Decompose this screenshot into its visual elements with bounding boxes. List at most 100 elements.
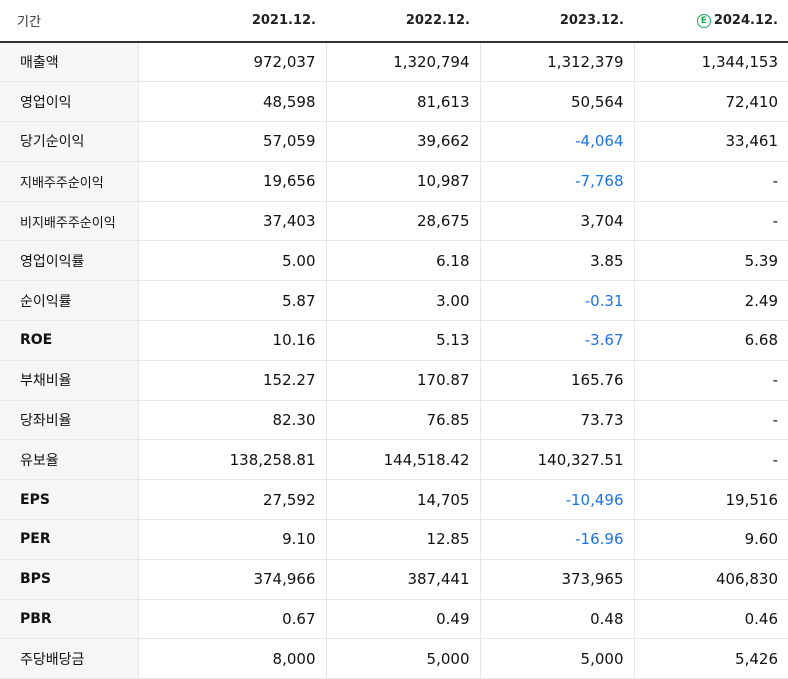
table-cell: 81,613 xyxy=(325,81,480,123)
table-cell: 3.00 xyxy=(325,280,480,322)
table-cell: 138,258.81 xyxy=(137,439,326,481)
table-cell: 12.85 xyxy=(325,519,480,560)
header-row: 기간 2021.12. 2022.12. 2023.12. E 2024.12. xyxy=(0,0,788,43)
table-cell: 72,410 xyxy=(633,81,788,123)
table-cell: 144,518.42 xyxy=(325,439,480,481)
table-cell: 19,516 xyxy=(633,479,788,521)
table-cell: 27,592 xyxy=(137,479,326,521)
table-cell: 387,441 xyxy=(325,559,480,600)
table-cell: 6.18 xyxy=(325,240,480,282)
table-cell: 9.60 xyxy=(633,519,788,560)
row-label: 주당배당금 xyxy=(0,638,138,679)
table-cell: - xyxy=(633,161,788,202)
table-row: PER 9.10 12.85 -16.96 9.60 xyxy=(0,519,788,560)
row-label: EPS xyxy=(0,479,138,521)
table-cell: 972,037 xyxy=(137,42,326,83)
table-cell: 50,564 xyxy=(479,81,634,123)
row-label: 부채비율 xyxy=(0,359,138,401)
table-cell: 5.87 xyxy=(137,280,326,322)
row-label: 유보율 xyxy=(0,439,138,481)
table-cell: 57,059 xyxy=(137,121,326,162)
table-cell: 73.73 xyxy=(479,400,634,441)
table-row: 순이익률 5.87 3.00 -0.31 2.49 xyxy=(0,280,788,322)
table-cell: 170.87 xyxy=(325,359,480,401)
row-label: 당기순이익 xyxy=(0,121,138,162)
table-cell: 140,327.51 xyxy=(479,439,634,481)
table-row: EPS 27,592 14,705 -10,496 19,516 xyxy=(0,479,788,521)
table-cell: - xyxy=(633,439,788,481)
table-cell: -10,496 xyxy=(479,479,634,521)
table-cell: 28,675 xyxy=(325,201,480,242)
row-label: 당좌비율 xyxy=(0,400,138,441)
table-cell: 76.85 xyxy=(325,400,480,441)
row-label: 순이익률 xyxy=(0,280,138,322)
column-header-2023: 2023.12. xyxy=(480,0,634,43)
row-label: PER xyxy=(0,519,138,560)
row-label: ROE xyxy=(0,320,138,361)
table-cell: 406,830 xyxy=(633,559,788,600)
table-cell: 6.68 xyxy=(633,320,788,361)
table-cell: 165.76 xyxy=(479,359,634,401)
table-cell: 3.85 xyxy=(479,240,634,282)
table-cell: 5,000 xyxy=(479,638,634,679)
table-cell: 39,662 xyxy=(325,121,480,162)
table-cell: 2.49 xyxy=(633,280,788,322)
table-cell: 1,344,153 xyxy=(633,42,788,83)
table-cell: 10,987 xyxy=(325,161,480,202)
table-cell: 5,000 xyxy=(325,638,480,679)
table-cell: 5,426 xyxy=(633,638,788,679)
table-cell: 8,000 xyxy=(137,638,326,679)
table-row: 지배주주순이익 19,656 10,987 -7,768 - xyxy=(0,161,788,202)
column-header-2021: 2021.12. xyxy=(138,0,326,43)
table-cell: -16.96 xyxy=(479,519,634,560)
table-cell: 0.48 xyxy=(479,599,634,640)
table-cell: 0.67 xyxy=(137,599,326,640)
period-header: 기간 xyxy=(0,0,138,43)
table-row: 영업이익률 5.00 6.18 3.85 5.39 xyxy=(0,240,788,282)
table-row: 주당배당금 8,000 5,000 5,000 5,426 xyxy=(0,638,788,679)
table-cell: 48,598 xyxy=(137,81,326,123)
row-label: 매출액 xyxy=(0,42,138,83)
table-row: 당기순이익 57,059 39,662 -4,064 33,461 xyxy=(0,121,788,162)
table-cell: -0.31 xyxy=(479,280,634,322)
table-cell: -7,768 xyxy=(479,161,634,202)
estimate-icon: E xyxy=(696,14,711,28)
table-row: 영업이익 48,598 81,613 50,564 72,410 xyxy=(0,81,788,123)
table-cell: - xyxy=(633,201,788,242)
column-header-2024-estimate: E 2024.12. xyxy=(634,0,788,43)
table-cell: 9.10 xyxy=(137,519,326,560)
table-cell: 373,965 xyxy=(479,559,634,600)
table-row: 부채비율 152.27 170.87 165.76 - xyxy=(0,359,788,401)
table-cell: 19,656 xyxy=(137,161,326,202)
table-cell: 0.46 xyxy=(633,599,788,640)
table-cell: -3.67 xyxy=(479,320,634,361)
table-cell: 374,966 xyxy=(137,559,326,600)
table-row: 비지배주주순이익 37,403 28,675 3,704 - xyxy=(0,201,788,242)
table-cell: -4,064 xyxy=(479,121,634,162)
row-label: 지배주주순이익 xyxy=(0,161,138,202)
table-row: 유보율 138,258.81 144,518.42 140,327.51 - xyxy=(0,439,788,481)
row-label: 비지배주주순이익 xyxy=(0,201,138,242)
table-cell: 5.00 xyxy=(137,240,326,282)
table-cell: 5.13 xyxy=(325,320,480,361)
table-cell: 3,704 xyxy=(479,201,634,242)
table-cell: 37,403 xyxy=(137,201,326,242)
row-label: 영업이익 xyxy=(0,81,138,123)
table-cell: - xyxy=(633,400,788,441)
table-cell: 1,320,794 xyxy=(325,42,480,83)
table-row: ROE 10.16 5.13 -3.67 6.68 xyxy=(0,320,788,361)
row-label: 영업이익률 xyxy=(0,240,138,282)
table-row: PBR 0.67 0.49 0.48 0.46 xyxy=(0,599,788,640)
row-label: PBR xyxy=(0,599,138,640)
table-cell: 0.49 xyxy=(325,599,480,640)
row-label: BPS xyxy=(0,559,138,600)
table-row: BPS 374,966 387,441 373,965 406,830 xyxy=(0,559,788,600)
table-cell: 152.27 xyxy=(137,359,326,401)
table-cell: - xyxy=(633,359,788,401)
table-cell: 33,461 xyxy=(633,121,788,162)
table-cell: 82.30 xyxy=(137,400,326,441)
table-cell: 14,705 xyxy=(325,479,480,521)
table-cell: 5.39 xyxy=(633,240,788,282)
table-row: 매출액 972,037 1,320,794 1,312,379 1,344,15… xyxy=(0,42,788,83)
